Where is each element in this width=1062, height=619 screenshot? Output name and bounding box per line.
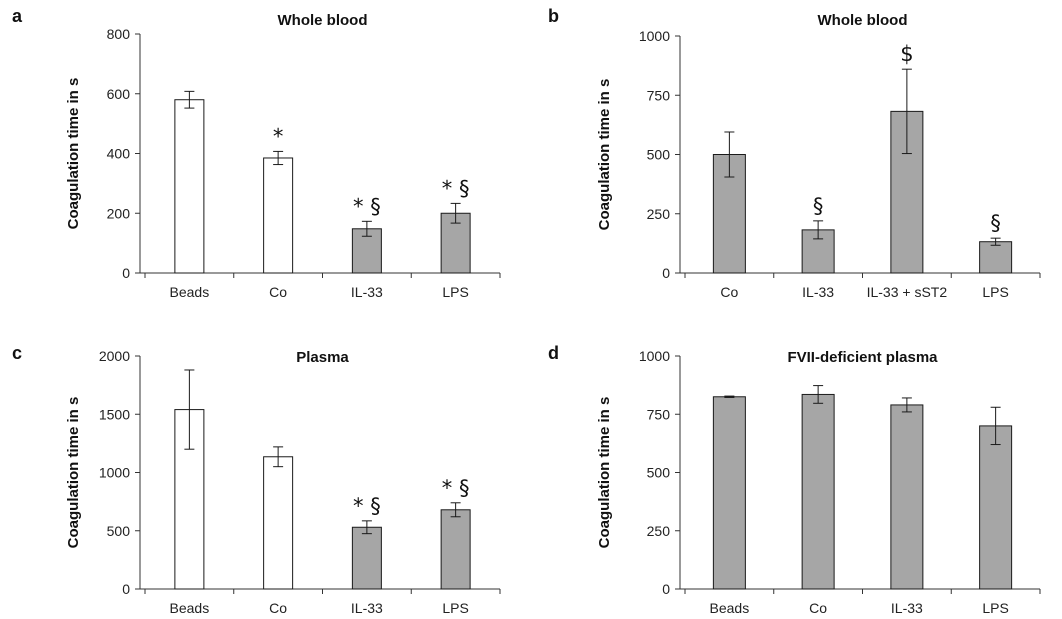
y-tick-label: 200 bbox=[107, 205, 131, 221]
x-tick-label: LPS bbox=[982, 600, 1008, 616]
significance-label: * § bbox=[442, 476, 470, 500]
x-tick-label: Co bbox=[809, 600, 827, 616]
y-tick-label: 1000 bbox=[639, 348, 670, 364]
bar bbox=[979, 241, 1013, 274]
significance-label: $ bbox=[900, 42, 913, 66]
y-axis-label: Coagulation time in s bbox=[65, 397, 82, 549]
significance-label: * § bbox=[353, 494, 381, 518]
x-tick-label: LPS bbox=[442, 600, 468, 616]
chart-title: Whole blood bbox=[818, 12, 908, 29]
bar bbox=[712, 396, 746, 590]
y-axis-label: Coagulation time in s bbox=[65, 78, 82, 230]
x-tick-label: Beads bbox=[170, 284, 210, 300]
y-tick-label: 750 bbox=[647, 406, 671, 422]
y-tick-label: 250 bbox=[647, 206, 671, 222]
y-tick-label: 400 bbox=[107, 146, 131, 162]
significance-label: § bbox=[813, 194, 824, 218]
x-tick-label: Beads bbox=[710, 600, 750, 616]
panel-d: d FVII-deficient plasma Coagulation time i… bbox=[548, 343, 1041, 616]
y-tick-label: 500 bbox=[647, 147, 671, 163]
x-tick-label: Co bbox=[269, 600, 287, 616]
y-tick-label: 0 bbox=[122, 581, 130, 597]
x-tick-label: IL-33 bbox=[351, 284, 383, 300]
chart-title: FVII-deficient plasma bbox=[787, 349, 938, 366]
bar bbox=[801, 393, 835, 590]
significance-label: * bbox=[273, 124, 284, 148]
y-tick-label: 500 bbox=[647, 465, 671, 481]
x-tick-label: IL-33 bbox=[802, 284, 834, 300]
panel-b: b Whole blood Coagulation time in s 0 250 500… bbox=[548, 6, 1041, 300]
x-tick-label: IL-33 + sST2 bbox=[867, 284, 948, 300]
y-tick-label: 800 bbox=[107, 26, 131, 42]
x-tick-label: Beads bbox=[170, 600, 210, 616]
y-tick-label: 0 bbox=[662, 581, 670, 597]
y-tick-label: 1000 bbox=[99, 465, 130, 481]
panel-c: c Plasma Coagulation time in s 0 500 1000 1500… bbox=[12, 343, 501, 616]
panel-letter: d bbox=[548, 343, 559, 363]
y-axis-label: Coagulation time in s bbox=[596, 79, 613, 231]
significance-label: * § bbox=[353, 194, 381, 218]
bar bbox=[440, 509, 471, 590]
y-tick-label: 2000 bbox=[99, 348, 130, 364]
bar bbox=[801, 229, 835, 274]
bar bbox=[351, 526, 382, 590]
x-tick-label: Co bbox=[269, 284, 287, 300]
panel-letter: b bbox=[548, 6, 559, 26]
chart-title: Whole blood bbox=[278, 12, 368, 29]
bar bbox=[890, 404, 924, 590]
bar bbox=[263, 456, 294, 590]
panel-letter: c bbox=[12, 343, 22, 363]
x-tick-label: IL-33 bbox=[351, 600, 383, 616]
y-tick-label: 250 bbox=[647, 523, 671, 539]
y-tick-label: 500 bbox=[107, 523, 131, 539]
y-tick-label: 1000 bbox=[639, 28, 670, 44]
bar bbox=[263, 157, 294, 274]
y-tick-label: 600 bbox=[107, 86, 131, 102]
y-tick-label: 750 bbox=[647, 87, 671, 103]
y-axis-label: Coagulation time in s bbox=[596, 397, 613, 549]
x-tick-label: LPS bbox=[982, 284, 1008, 300]
chart-title: Plasma bbox=[296, 349, 349, 366]
panel-letter: a bbox=[12, 6, 23, 26]
y-tick-label: 0 bbox=[662, 265, 670, 281]
bar bbox=[174, 99, 205, 274]
significance-label: § bbox=[990, 211, 1001, 235]
significance-label: * § bbox=[442, 176, 470, 200]
x-tick-label: IL-33 bbox=[891, 600, 923, 616]
x-tick-label: Co bbox=[720, 284, 738, 300]
x-tick-label: LPS bbox=[442, 284, 468, 300]
panel-a: a Whole blood Coagulation time in s 0 200 400… bbox=[12, 6, 501, 300]
y-tick-label: 1500 bbox=[99, 406, 130, 422]
y-tick-label: 0 bbox=[122, 265, 130, 281]
bar bbox=[979, 425, 1013, 590]
